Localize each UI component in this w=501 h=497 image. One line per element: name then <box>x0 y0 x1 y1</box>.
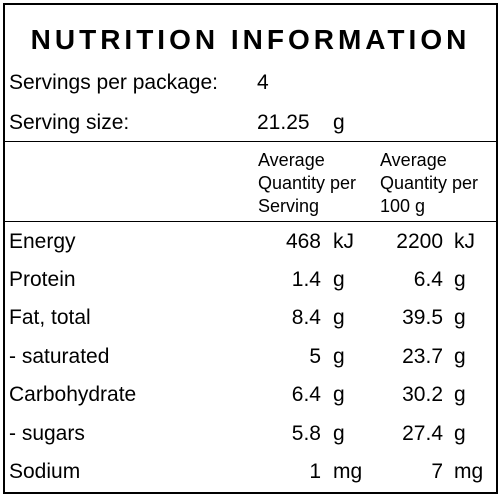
column-header-line: Quantity per <box>380 173 479 193</box>
nutrient-name: Protein <box>9 268 76 291</box>
per-100g-unit: g <box>454 345 466 368</box>
per-100g-value: 6.4 <box>413 268 443 291</box>
per-100g-value: 39.5 <box>402 306 443 329</box>
nutrient-name: Carbohydrate <box>9 383 137 406</box>
nutrient-row: Energy 468 kJ 2200 kJ <box>5 227 496 257</box>
per-serving-value: 468 <box>285 230 321 253</box>
per-serving-value: 1 <box>309 460 321 483</box>
column-header-line: Quantity per <box>258 173 357 193</box>
per-100g-value: 30.2 <box>402 383 443 406</box>
column-header-per-100g: Average Quantity per 100 g <box>380 149 478 218</box>
per-100g-unit: g <box>454 422 466 445</box>
nutrient-name: Energy <box>9 230 76 253</box>
per-serving-unit: g <box>333 306 345 329</box>
per-100g-value: 27.4 <box>402 422 443 445</box>
servings-value: 4 <box>257 71 269 94</box>
nutrient-row: Protein 1.4 g 6.4 g <box>5 265 496 295</box>
nutrient-row: Sodium 1 mg 7 mg <box>5 457 496 487</box>
per-100g-unit: g <box>454 306 466 329</box>
nutrient-row: Fat, total 8.4 g 39.5 g <box>5 303 496 333</box>
servings-row: Servings per package: 4 <box>5 68 496 98</box>
per-serving-unit: kJ <box>333 230 354 253</box>
nutrient-name: Sodium <box>9 460 81 483</box>
nutrient-row: Carbohydrate 6.4 g 30.2 g <box>5 380 496 410</box>
nutrition-panel: NUTRITION INFORMATION Servings per packa… <box>3 3 498 494</box>
column-header-line: 100 g <box>380 196 426 216</box>
per-serving-value: 8.4 <box>291 306 321 329</box>
servings-label: Servings per package: <box>9 71 218 94</box>
per-serving-value: 5 <box>309 345 321 368</box>
per-serving-unit: g <box>333 345 345 368</box>
per-100g-value: 23.7 <box>402 345 443 368</box>
per-serving-unit: g <box>333 268 345 291</box>
serving-size-unit: g <box>333 111 345 134</box>
per-100g-unit: g <box>454 268 466 291</box>
panel-title: NUTRITION INFORMATION <box>30 24 471 55</box>
divider <box>5 141 496 142</box>
per-100g-value: 2200 <box>396 230 443 253</box>
per-serving-unit: g <box>333 422 345 445</box>
column-header-per-serving: Average Quantity per Serving <box>258 149 356 218</box>
per-serving-unit: mg <box>333 460 363 483</box>
column-header-line: Serving <box>258 196 320 216</box>
per-serving-value: 6.4 <box>291 383 321 406</box>
per-serving-value: 5.8 <box>291 422 321 445</box>
nutrient-name: - saturated <box>9 345 110 368</box>
serving-size-value: 21.25 <box>257 111 310 134</box>
per-100g-value: 7 <box>431 460 443 483</box>
per-100g-unit: kJ <box>454 230 475 253</box>
column-header-line: Average <box>258 150 325 170</box>
per-serving-unit: g <box>333 383 345 406</box>
divider <box>5 221 496 222</box>
column-header-line: Average <box>380 150 447 170</box>
nutrient-name: - sugars <box>9 422 85 445</box>
per-serving-value: 1.4 <box>291 268 321 291</box>
per-100g-unit: mg <box>454 460 484 483</box>
nutrient-name: Fat, total <box>9 306 91 329</box>
nutrient-row: - sugars 5.8 g 27.4 g <box>5 419 496 449</box>
serving-size-row: Serving size: 21.25 g <box>5 108 496 138</box>
nutrient-row: - saturated 5 g 23.7 g <box>5 342 496 372</box>
per-100g-unit: g <box>454 383 466 406</box>
serving-size-label: Serving size: <box>9 111 130 134</box>
